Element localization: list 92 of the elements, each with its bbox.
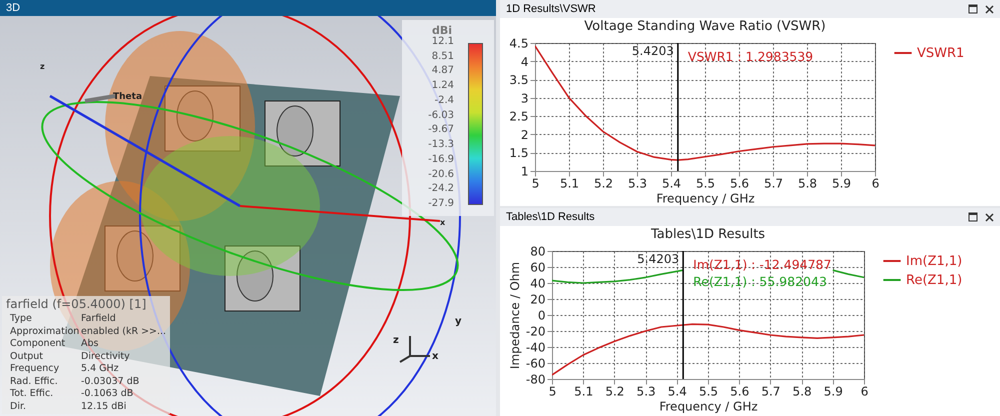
x-tick-label: 5.2 <box>605 384 624 398</box>
y-tick-label: 2.5 <box>509 110 528 124</box>
x-tick-label: 5.6 <box>730 176 750 190</box>
y-tick-label: 0 <box>538 308 546 322</box>
text: Tables\1D Results <box>500 208 1000 226</box>
x-tick-label: 5.9 <box>832 176 852 190</box>
text: Abs <box>81 338 98 349</box>
text: 8.51 <box>430 50 454 62</box>
text: 1.24 <box>430 80 454 92</box>
x-tick-label: 5.4 <box>668 384 687 398</box>
x-tick-label: 5.7 <box>761 384 780 398</box>
text: Output <box>10 350 43 362</box>
text: 1D Results\VSWR <box>500 0 1000 18</box>
x-tick-label: 5.6 <box>730 384 750 398</box>
y-axis-title: Impedance / Ohm <box>508 262 522 370</box>
y-tick-label: 80 <box>530 244 546 258</box>
x-tick-label: 5.7 <box>764 176 784 190</box>
x-tick-label: 5.5 <box>696 176 716 190</box>
text: -2.4 <box>433 94 454 106</box>
x-tick-label: 5.3 <box>628 176 648 190</box>
ref-line-label: 5.4203 <box>632 44 674 58</box>
text: Component <box>10 338 66 349</box>
y-tick-label: 20 <box>530 292 546 306</box>
legend-label: Im(Z1,1) <box>906 254 962 269</box>
text: -16.9 <box>427 154 454 165</box>
annotation: Re(Z1,1) : 55.982043 <box>693 274 827 289</box>
x-tick-label: 5.2 <box>594 176 614 190</box>
text: y <box>455 316 462 327</box>
ref-line-label: 5.4203 <box>637 252 680 266</box>
text: -9.67 <box>427 124 454 136</box>
y-tick-label: 1.5 <box>509 146 528 160</box>
text: 4.87 <box>430 65 454 76</box>
color-bar-title: dBi <box>432 24 452 37</box>
text: z <box>393 335 399 346</box>
text: Frequency <box>10 363 60 374</box>
chart-title: Tables\1D Results <box>650 227 766 242</box>
text: x <box>440 218 446 227</box>
text: Farfield <box>81 313 116 324</box>
y-tick-label: 1 <box>520 164 528 178</box>
text: Theta <box>113 92 142 102</box>
text: 3D <box>0 0 496 16</box>
x-tick-label: 6 <box>872 176 880 190</box>
text: -20.6 <box>427 168 454 180</box>
y-tick-label: -80 <box>526 372 546 386</box>
line-series <box>552 323 864 376</box>
x-tick-label: 5.8 <box>798 176 818 190</box>
x-tick-label: 5.4 <box>662 176 682 190</box>
x-tick-label: 5.1 <box>560 176 580 190</box>
x-axis-title: Frequency / GHz <box>659 400 758 414</box>
x-tick-label: 5 <box>548 384 556 398</box>
text: -0.1063 dB <box>81 388 134 399</box>
y-tick-label: -20 <box>526 324 546 338</box>
chart-title: Voltage Standing Wave Ratio (VSWR) <box>584 19 826 34</box>
y-tick-label: 2 <box>520 128 528 142</box>
x-tick-label: 5.8 <box>792 384 812 398</box>
x-tick-label: 5 <box>532 176 540 190</box>
text: -13.3 <box>427 139 454 150</box>
text: enabled (kR >>... <box>81 326 166 336</box>
y-tick-label: -60 <box>526 356 546 370</box>
text: 12.1 <box>430 36 454 47</box>
y-tick-label: -40 <box>526 340 546 354</box>
text: Tot. Effic. <box>10 388 54 399</box>
text: z <box>40 62 45 71</box>
y-tick-label: 4.5 <box>509 36 528 50</box>
text: Dir. <box>10 400 26 412</box>
x-tick-label: 6 <box>860 384 868 398</box>
y-tick-label: 3 <box>520 91 528 106</box>
text: Directivity <box>81 350 130 362</box>
text: 5.4 GHz <box>81 363 119 374</box>
y-tick-label: 3.5 <box>509 73 528 88</box>
x-tick-label: 5.1 <box>574 384 594 398</box>
x-tick-label: 5.5 <box>698 384 718 398</box>
text: Type <box>10 313 32 324</box>
x-tick-label: 5.3 <box>636 384 656 398</box>
text: -6.03 <box>427 110 454 121</box>
text: -24.2 <box>427 183 454 194</box>
text: 12.15 dBi <box>81 400 126 412</box>
y-tick-label: 4 <box>520 54 528 69</box>
text: x <box>432 351 438 362</box>
y-tick-label: 40 <box>530 276 546 290</box>
text: farfield (f=05.4000) [1] <box>6 297 146 311</box>
y-tick-label: 60 <box>530 260 546 274</box>
annotation: Im(Z1,1) : -12.494787 <box>693 257 832 272</box>
text: Rad. Effic. <box>10 376 58 386</box>
legend-label: VSWR1 <box>917 46 964 61</box>
legend-label: Re(Z1,1) <box>906 273 962 288</box>
text: -0.03037 dB <box>81 376 140 386</box>
text: Approximation <box>10 326 80 336</box>
x-tick-label: 5.9 <box>824 384 843 398</box>
text: -27.9 <box>427 198 454 209</box>
annotation: VSWR1 : 1.2983539 <box>688 49 814 64</box>
x-axis-title: Frequency / GHz <box>656 192 755 206</box>
